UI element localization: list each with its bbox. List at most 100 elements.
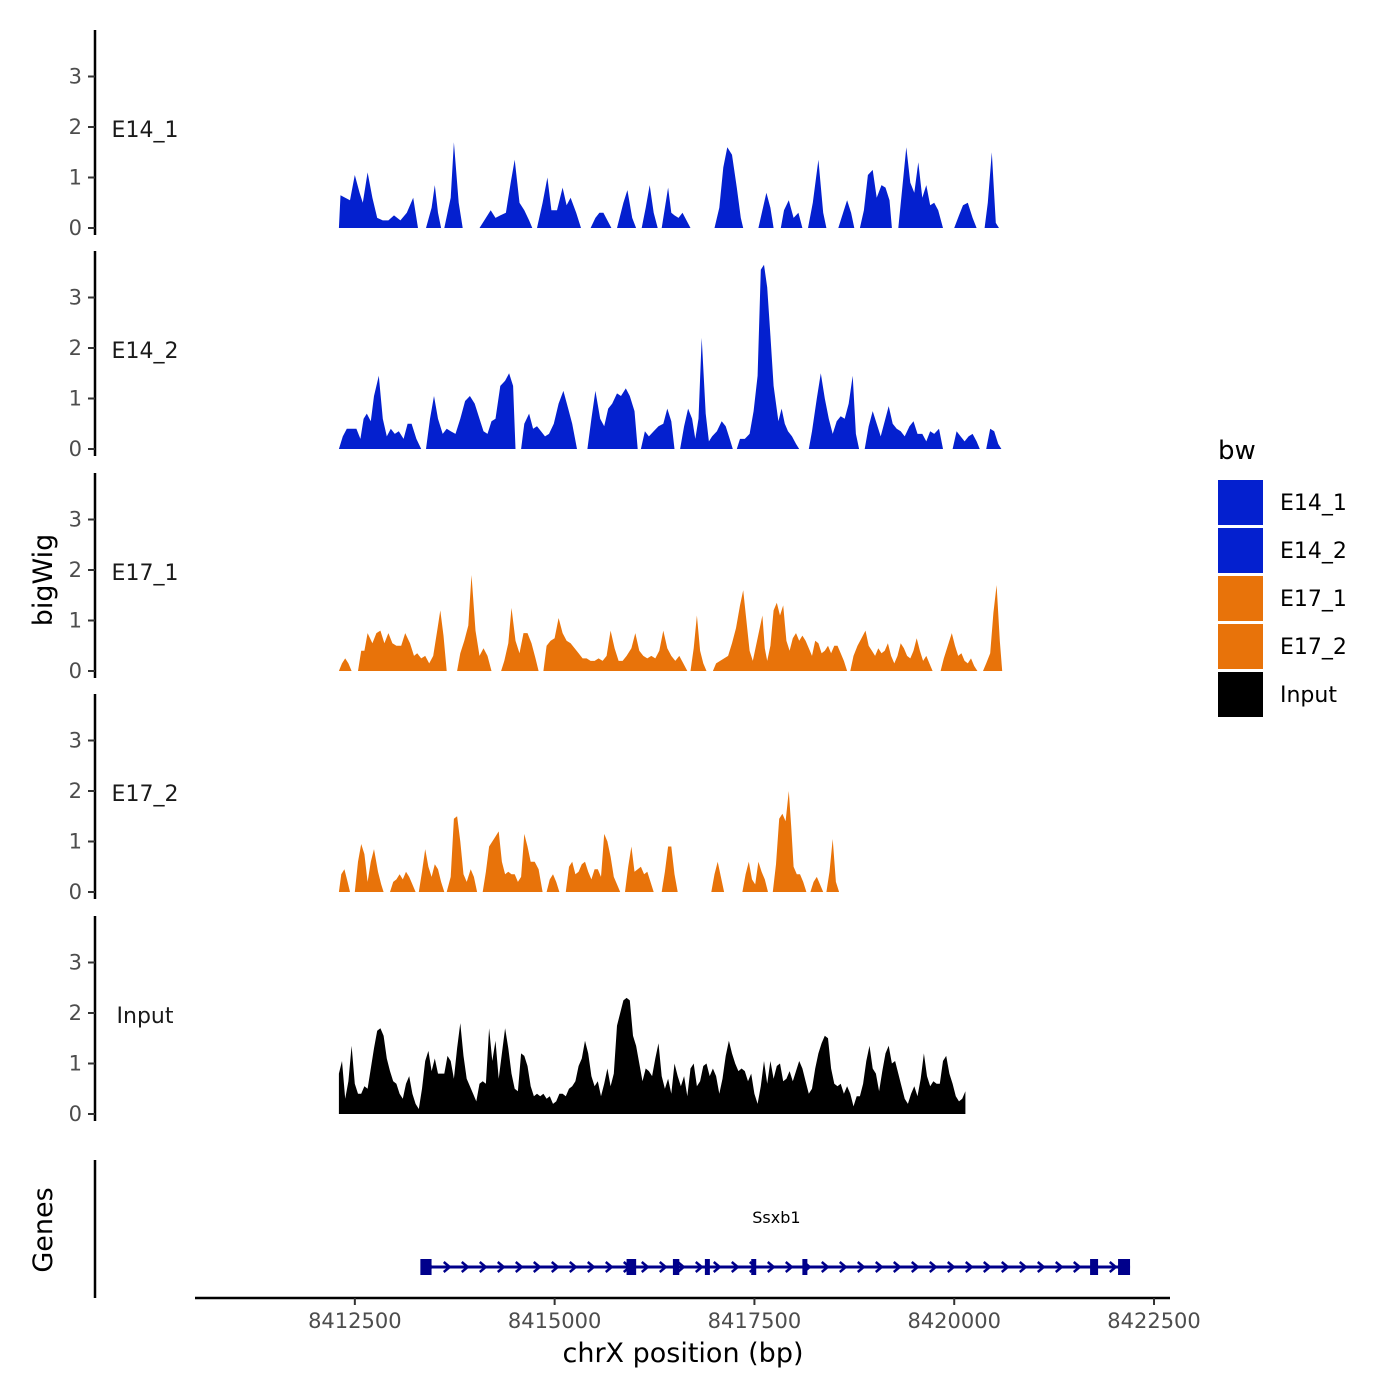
bigwig-tracks: 0 1 2 3 E14_1 0 1 2 3 E14_2 0 1 2 3 E17_1 0 1 2 3 E17_2 0 1 2 3… bbox=[69, 30, 1003, 1126]
legend-label: E17_1 bbox=[1280, 587, 1347, 612]
x-axis-title: chrX position (bp) bbox=[562, 1338, 803, 1369]
track-label: Input bbox=[117, 1004, 174, 1029]
strand-arrow bbox=[604, 1261, 614, 1273]
strand-arrow bbox=[694, 1261, 704, 1273]
strand-arrow bbox=[946, 1261, 956, 1273]
signal-area bbox=[859, 169, 892, 228]
signal-area bbox=[714, 147, 744, 228]
signal-area bbox=[521, 390, 577, 449]
y-axis-title: bigWig bbox=[28, 534, 59, 627]
x-axis: 8412500 8415000 8417500 8420000 8422500 bbox=[195, 1296, 1201, 1333]
exon bbox=[802, 1259, 808, 1275]
strand-arrow bbox=[496, 1261, 506, 1273]
signal-area bbox=[590, 212, 612, 228]
signal-area bbox=[338, 658, 352, 671]
signal-area bbox=[418, 849, 445, 892]
x-tick-label: 8417500 bbox=[708, 1309, 802, 1333]
y-tick-label: 0 bbox=[69, 437, 82, 461]
strand-arrow bbox=[910, 1261, 920, 1273]
legend-key bbox=[1218, 576, 1263, 621]
y-tick-label: 2 bbox=[69, 1001, 82, 1025]
signal-area bbox=[898, 147, 943, 228]
strand-arrow bbox=[568, 1261, 578, 1273]
strand-arrow bbox=[478, 1261, 488, 1273]
signal-area bbox=[479, 159, 533, 228]
signal-area bbox=[850, 630, 933, 671]
legend-label: Input bbox=[1280, 683, 1337, 708]
signal-area bbox=[482, 831, 543, 892]
signal-area bbox=[426, 373, 516, 449]
strand-arrow bbox=[892, 1261, 902, 1273]
signal-area bbox=[338, 172, 418, 228]
strand-arrow bbox=[586, 1261, 596, 1273]
strand-arrow bbox=[838, 1261, 848, 1273]
track-label: E17_2 bbox=[112, 782, 179, 807]
strand-arrow bbox=[856, 1261, 866, 1273]
signal-area bbox=[338, 997, 966, 1114]
signal-area bbox=[680, 337, 733, 449]
legend-key bbox=[1218, 528, 1263, 573]
y-tick-label: 2 bbox=[69, 558, 82, 582]
signal-area bbox=[543, 618, 688, 671]
y-tick-label: 0 bbox=[69, 880, 82, 904]
y-tick-label: 1 bbox=[69, 166, 82, 190]
exon bbox=[751, 1259, 757, 1275]
strand-arrow bbox=[658, 1261, 668, 1273]
track-label: E14_2 bbox=[112, 339, 179, 364]
strand-arrow bbox=[784, 1261, 794, 1273]
track-label: E14_1 bbox=[112, 118, 179, 143]
strand-arrow bbox=[1054, 1261, 1064, 1273]
strand-arrow bbox=[982, 1261, 992, 1273]
strand-arrow bbox=[1072, 1261, 1082, 1273]
y-tick-label: 2 bbox=[69, 115, 82, 139]
legend: bw E14_1 E14_2 E17_1 E17_2 Input bbox=[1218, 436, 1347, 717]
signal-area bbox=[712, 590, 848, 671]
signal-area bbox=[954, 202, 977, 228]
track-e17-1: 0 1 2 3 E17_1 bbox=[69, 473, 1003, 683]
strand-arrow bbox=[712, 1261, 722, 1273]
y-tick-label: 1 bbox=[69, 1052, 82, 1076]
legend-key bbox=[1218, 480, 1263, 525]
y-tick-label: 3 bbox=[69, 65, 82, 89]
y-tick-label: 2 bbox=[69, 779, 82, 803]
strand-arrow bbox=[1000, 1261, 1010, 1273]
exon bbox=[626, 1259, 637, 1275]
x-tick-label: 8420000 bbox=[907, 1309, 1001, 1333]
y-tick-label: 1 bbox=[69, 387, 82, 411]
exon bbox=[420, 1259, 432, 1275]
legend-label: E14_1 bbox=[1280, 491, 1347, 516]
signal-area bbox=[986, 428, 1002, 449]
y-tick-label: 1 bbox=[69, 830, 82, 854]
signal-area bbox=[625, 846, 654, 892]
y-tick-label: 0 bbox=[69, 659, 82, 683]
exon bbox=[1118, 1259, 1131, 1275]
signal-area bbox=[826, 839, 840, 892]
strand-arrow bbox=[1036, 1261, 1046, 1273]
signal-area bbox=[444, 142, 463, 228]
exon bbox=[704, 1259, 710, 1275]
signal-area bbox=[338, 375, 422, 449]
y-tick-label: 0 bbox=[69, 1102, 82, 1126]
signal-area bbox=[711, 861, 725, 892]
strand-arrow bbox=[640, 1261, 650, 1273]
y-tick-label: 3 bbox=[69, 951, 82, 975]
legend-title: bw bbox=[1218, 436, 1256, 466]
x-tick-label: 8415000 bbox=[508, 1309, 602, 1333]
legend-label: E14_2 bbox=[1280, 539, 1347, 564]
signal-area bbox=[457, 575, 492, 671]
strand-arrow bbox=[874, 1261, 884, 1273]
signal-area bbox=[338, 869, 350, 892]
strand-arrow bbox=[676, 1261, 686, 1273]
x-tick-label: 8422500 bbox=[1107, 1309, 1201, 1333]
signal-area bbox=[808, 159, 827, 228]
exon bbox=[672, 1259, 680, 1275]
signal-area bbox=[810, 876, 824, 892]
track-input: 0 1 2 3 Input bbox=[69, 916, 966, 1126]
signal-area bbox=[565, 833, 621, 892]
signal-area bbox=[808, 373, 860, 449]
signal-area bbox=[736, 264, 800, 449]
signal-area bbox=[354, 844, 384, 892]
y-tick-label: 2 bbox=[69, 336, 82, 360]
signal-area bbox=[546, 874, 560, 892]
track-e14-2: 0 1 2 3 E14_2 bbox=[69, 251, 1002, 461]
